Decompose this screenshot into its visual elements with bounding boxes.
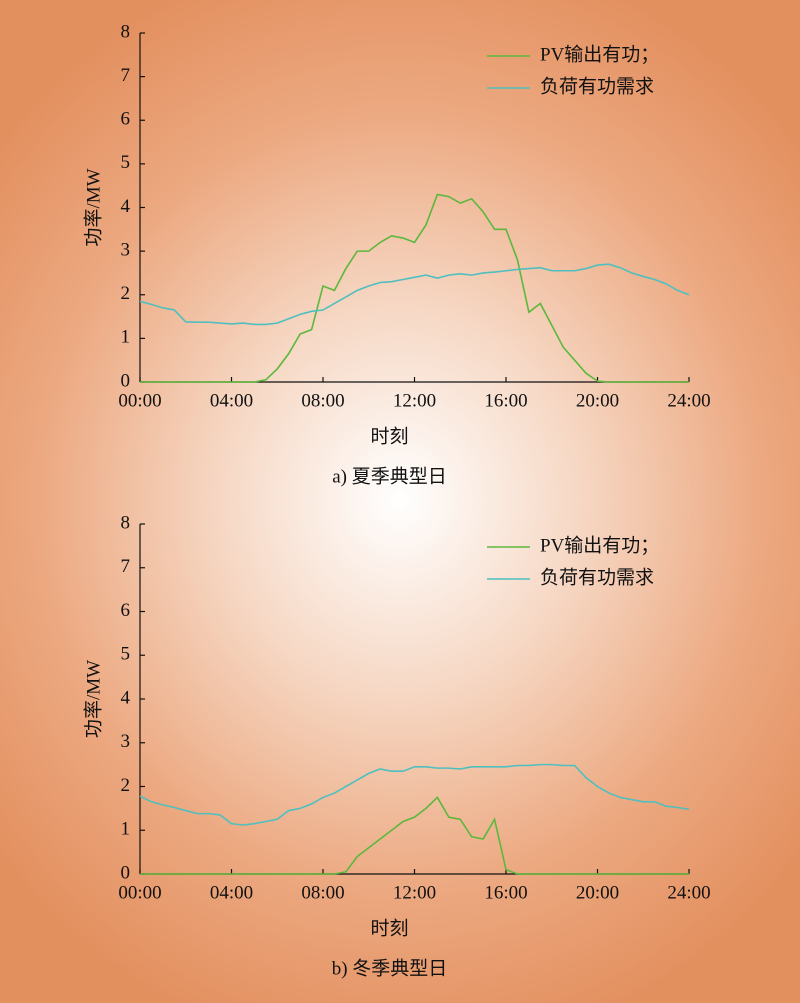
- y-tick-label: 6: [121, 600, 131, 621]
- y-tick-label: 6: [121, 109, 131, 130]
- x-axis-label: 时刻: [370, 425, 408, 447]
- y-axis-label: 功率/MW: [82, 168, 104, 246]
- x-tick-label: 12:00: [393, 882, 436, 903]
- x-tick-label: 00:00: [118, 390, 161, 411]
- legend-label: PV输出有功；: [540, 43, 659, 65]
- y-tick-label: 1: [121, 819, 131, 840]
- x-tick-label: 24:00: [667, 390, 710, 411]
- y-tick-label: 2: [121, 775, 131, 796]
- y-tick-label: 5: [121, 152, 131, 173]
- y-tick-label: 3: [121, 731, 131, 752]
- x-tick-label: 24:00: [667, 882, 710, 903]
- y-tick-label: 3: [121, 239, 131, 260]
- y-tick-label: 4: [121, 687, 131, 708]
- x-tick-label: 16:00: [484, 390, 527, 411]
- x-tick-label: 04:00: [210, 882, 253, 903]
- legend-label: 负荷有功需求: [540, 566, 654, 588]
- y-tick-label: 1: [121, 327, 131, 348]
- y-tick-label: 7: [121, 65, 131, 86]
- x-axis-label: 时刻: [370, 917, 408, 939]
- x-tick-label: 04:00: [210, 390, 253, 411]
- x-tick-label: 20:00: [576, 390, 619, 411]
- chart-title: b) 冬季典型日: [332, 957, 448, 979]
- y-tick-label: 2: [121, 283, 131, 304]
- y-tick-label: 0: [121, 370, 131, 391]
- chart-title: a) 夏季典型日: [332, 465, 447, 487]
- x-tick-label: 20:00: [576, 882, 619, 903]
- series-line: [140, 193, 689, 383]
- series-line: [139, 763, 690, 826]
- y-axis-label: 功率/MW: [82, 660, 104, 738]
- y-tick-label: 8: [121, 21, 131, 42]
- y-tick-label: 0: [121, 862, 131, 883]
- x-tick-label: 16:00: [484, 882, 527, 903]
- y-tick-label: 5: [121, 644, 131, 665]
- y-tick-label: 8: [121, 512, 131, 533]
- y-tick-label: 4: [121, 196, 131, 217]
- x-tick-label: 08:00: [301, 390, 344, 411]
- legend-label: PV输出有功；: [540, 534, 659, 556]
- series-line: [140, 796, 689, 875]
- series-line: [139, 263, 690, 326]
- x-tick-label: 12:00: [393, 390, 436, 411]
- legend-label: 负荷有功需求: [540, 75, 654, 97]
- x-tick-label: 00:00: [118, 882, 161, 903]
- y-tick-label: 7: [121, 556, 131, 577]
- x-tick-label: 08:00: [301, 882, 344, 903]
